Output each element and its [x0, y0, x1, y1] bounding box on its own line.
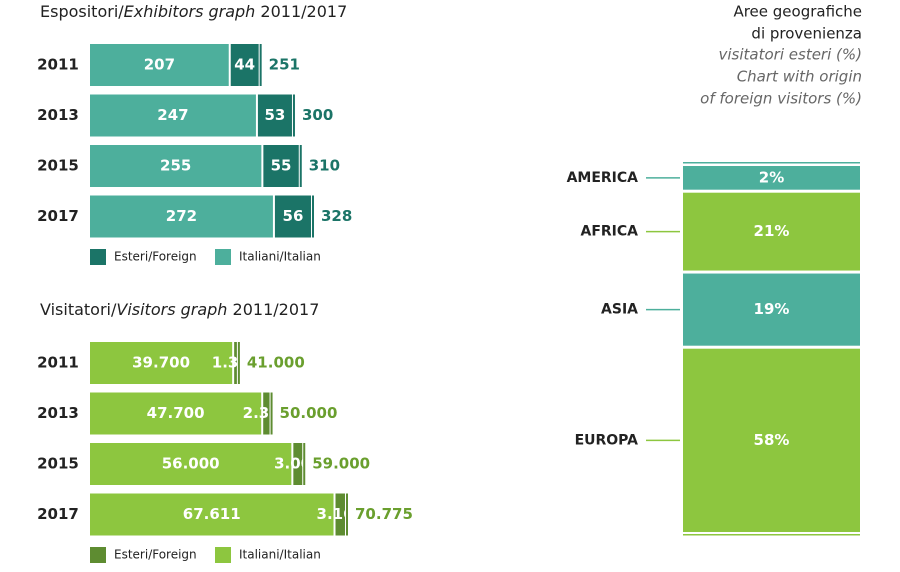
title-part: Visitors graph — [116, 300, 227, 319]
total-mark — [237, 342, 240, 384]
legend-label: Italiani/Italian — [239, 548, 321, 562]
segment — [683, 192, 860, 271]
title-part: Exhibitors graph — [124, 2, 256, 21]
bar-segment — [90, 493, 334, 536]
bar-segment — [293, 443, 303, 485]
category-label: AFRICA — [581, 224, 639, 240]
title-part: 2011/2017 — [227, 300, 319, 319]
legend-swatch — [215, 547, 231, 563]
bar-segment — [90, 443, 292, 485]
year-label: 2015 — [37, 157, 79, 175]
year-label: 2017 — [37, 505, 79, 523]
total-label: 300 — [302, 106, 333, 124]
segment — [683, 273, 860, 346]
category-label: ASIA — [601, 302, 638, 318]
bar-segment — [90, 392, 262, 435]
bar-segment — [257, 94, 292, 137]
bar-label: 3.000 — [274, 455, 321, 473]
title-part: Espositori/ — [40, 2, 124, 21]
bar-label: 3.164 — [317, 505, 364, 523]
bar-segment — [90, 145, 262, 187]
bar-label: 53 — [265, 106, 286, 124]
segment — [683, 348, 860, 532]
total-label: 59.000 — [312, 455, 370, 473]
chart-title: Chart with origin — [737, 68, 862, 86]
total-label: 50.000 — [280, 404, 338, 422]
bottom-rule — [683, 534, 860, 536]
chart-title: Espositori/Exhibitors graph 2011/2017 — [40, 2, 347, 21]
year-label: 2015 — [37, 455, 79, 473]
bar-label: 247 — [157, 106, 188, 124]
total-label: 310 — [309, 157, 340, 175]
bar-label: 55 — [271, 157, 292, 175]
legend-label: Esteri/Foreign — [114, 250, 197, 264]
legend-label: Esteri/Foreign — [114, 548, 197, 562]
bar-label: 44 — [234, 56, 255, 74]
bar-label: 56.000 — [162, 455, 220, 473]
bar-label: 39.700 — [132, 354, 190, 372]
bar-segment — [90, 44, 229, 86]
total-label: 70.775 — [355, 505, 413, 523]
bar-segment — [263, 145, 299, 187]
year-label: 2011 — [37, 56, 79, 74]
year-label: 2011 — [37, 354, 79, 372]
segment-label: 21% — [754, 222, 790, 240]
bar-segment — [90, 195, 273, 238]
bar-segment — [230, 44, 259, 86]
top-rule — [683, 162, 860, 164]
title-part: 2011/2017 — [255, 2, 347, 21]
bar-label: 272 — [166, 207, 197, 225]
total-mark — [259, 44, 262, 86]
segment — [683, 166, 860, 190]
legend-label: Italiani/Italian — [239, 250, 321, 264]
category-label: AMERICA — [567, 170, 639, 186]
chart-title: Aree geografiche — [733, 3, 862, 21]
year-label: 2017 — [37, 207, 79, 225]
bar-segment — [90, 342, 233, 384]
bar-label: 2.300 — [243, 404, 290, 422]
bar-label: 67.611 — [183, 505, 241, 523]
bar-segment — [263, 392, 270, 435]
total-mark — [346, 493, 348, 536]
bar-segment — [335, 493, 345, 536]
bar-segment — [234, 342, 237, 384]
legend-swatch — [215, 249, 231, 265]
bar-label: 207 — [144, 56, 175, 74]
bar-label: 255 — [160, 157, 191, 175]
legend-swatch — [90, 249, 106, 265]
bar-segment — [90, 94, 256, 137]
bar-segment — [274, 195, 311, 238]
bar-label: 1.300 — [212, 354, 259, 372]
total-label: 41.000 — [247, 354, 305, 372]
chart-title: Visitatori/Visitors graph 2011/2017 — [40, 300, 319, 319]
total-label: 251 — [269, 56, 300, 74]
bar-label: 56 — [283, 207, 304, 225]
chart-title: di provenienza — [751, 25, 862, 43]
bar-label: 47.700 — [147, 404, 205, 422]
total-mark — [312, 195, 314, 238]
total-mark — [303, 443, 306, 485]
segment-label: 2% — [759, 168, 784, 186]
year-label: 2013 — [37, 404, 79, 422]
year-label: 2013 — [37, 106, 79, 124]
segment-label: 19% — [754, 300, 790, 318]
title-part: Visitatori/ — [40, 300, 117, 319]
total-label: 328 — [321, 207, 352, 225]
total-mark — [292, 94, 295, 137]
total-mark — [299, 145, 302, 187]
total-mark — [270, 392, 273, 435]
category-label: EUROPA — [575, 432, 639, 448]
chart-title: of foreign visitors (%) — [700, 90, 862, 108]
legend-swatch — [90, 547, 106, 563]
segment-label: 58% — [754, 431, 790, 449]
chart-title: visitatori esteri (%) — [719, 46, 862, 64]
